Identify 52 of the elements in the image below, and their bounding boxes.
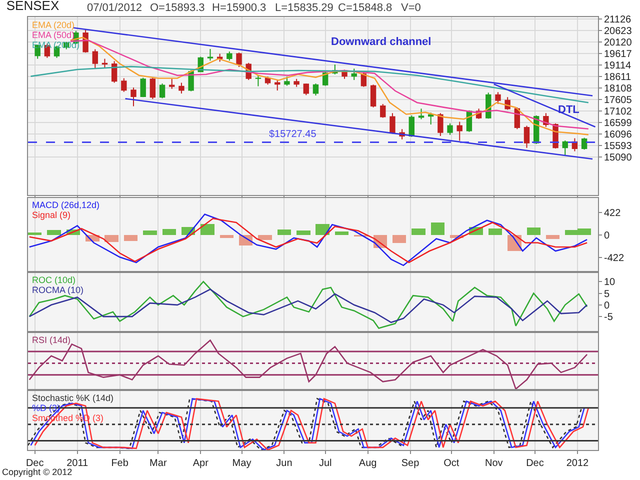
series-label: ROC (10d)	[32, 275, 76, 285]
x-tick-label: Sep	[401, 458, 420, 469]
ref-line-label: $15727.45	[269, 129, 317, 140]
x-tick-label: Apr	[192, 458, 210, 469]
y-tick-label: 0	[604, 230, 610, 242]
text: Copyright © 2012	[2, 467, 72, 477]
y-tick-label: 21126	[604, 14, 632, 26]
text: H=15900.3	[212, 2, 266, 14]
x-tick-label: Jun	[276, 458, 292, 469]
y-tick-label: 10	[604, 277, 616, 288]
x-tick-label: Aug	[358, 458, 377, 469]
y-tick-label: 16599	[604, 118, 632, 129]
y-tick-label: 18108	[604, 83, 632, 94]
y-tick-label: 16096	[604, 129, 632, 140]
x-tick-label: Dec	[26, 458, 44, 469]
text: L=15835.29	[275, 2, 334, 14]
text: O=15893.3	[150, 2, 205, 14]
text: 07/01/2012	[87, 2, 142, 14]
y-tick-label: 422	[604, 208, 622, 219]
y-tick-label: 20623	[604, 26, 632, 37]
x-tick-label: May	[232, 458, 252, 469]
chart-title: SENSEX	[6, 0, 60, 14]
annotation: Downward channel	[331, 36, 432, 48]
x-tick-label: Nov	[484, 458, 503, 469]
y-tick-label: 17605	[604, 94, 632, 106]
series-label: Stochastic %K (14d)	[32, 393, 114, 403]
y-tick-label: 19617	[604, 48, 632, 60]
x-tick-label: Feb	[111, 458, 129, 469]
y-tick-label: 20120	[604, 37, 632, 48]
y-tick-label: -5	[604, 312, 614, 324]
annotation: DTL	[558, 104, 580, 116]
text: V=0	[401, 2, 421, 14]
series-label: RSI (14d)	[32, 335, 71, 345]
text: MACD (26d,12d)	[32, 200, 100, 210]
y-tick-label: 15090	[604, 152, 632, 164]
series-label: Signal (9)	[32, 210, 71, 220]
y-tick-label: 19114	[604, 60, 632, 72]
series-label: EMA (20d)	[32, 20, 75, 30]
y-tick-label: 5	[604, 288, 610, 300]
x-tick-label: Oct	[444, 458, 460, 469]
y-tick-label: -422	[604, 252, 624, 264]
series-label: ROCMA (10)	[32, 285, 84, 295]
x-tick-label: Jul	[318, 458, 332, 469]
x-tick-label: Dec	[526, 458, 544, 469]
x-tick-label: 2012	[566, 458, 590, 469]
y-tick-label: 15593	[604, 140, 632, 152]
y-tick-label: 17102	[604, 106, 632, 118]
y-tick-label: 0	[604, 300, 610, 312]
y-tick-label: 18611	[604, 72, 632, 83]
text: C=15848.8	[338, 2, 392, 14]
x-tick-label: Mar	[150, 458, 168, 469]
x-tick-label: 2011	[66, 458, 89, 469]
